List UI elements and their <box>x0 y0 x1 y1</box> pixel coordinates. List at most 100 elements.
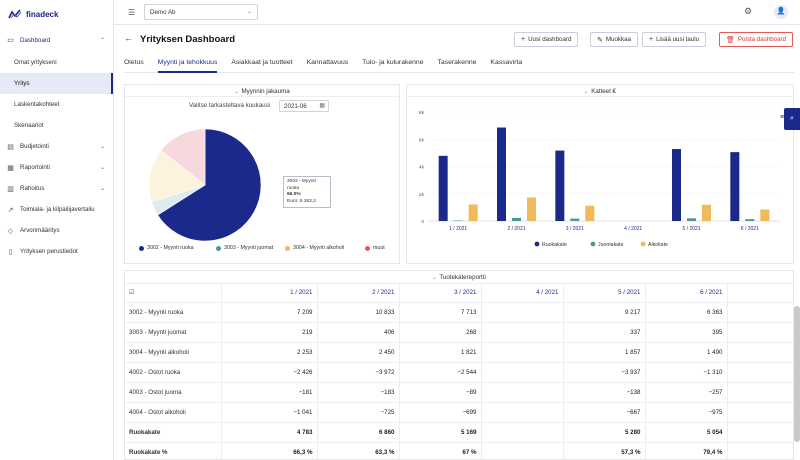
edit-button[interactable]: ✎ Muokkaa <box>590 32 638 47</box>
table-cell: 337 <box>563 322 646 343</box>
chevron-down-icon: ⌄ <box>234 89 239 95</box>
legend-item[interactable]: 3004 - Myynti alkoholi <box>285 245 344 251</box>
table-cell: 5 280 <box>563 422 646 443</box>
tab-kassavirta[interactable]: Kassavirta <box>490 59 523 66</box>
bar[interactable] <box>745 219 755 221</box>
legend-item[interactable]: Alkokate <box>640 241 668 248</box>
table-row[interactable]: 4002 - Ostot ruoka −2 426 −3 972 −2 544 −3 9… <box>125 362 793 383</box>
table-row[interactable]: 4004 - Ostot alkoholi −1 041 −725 −699 −667−… <box>125 402 793 423</box>
new-dashboard-button[interactable]: + Uusi dashboard <box>514 32 579 47</box>
pie-slice[interactable] <box>148 150 206 203</box>
legend-item[interactable]: Ruokakate <box>534 241 567 248</box>
company-select[interactable]: Demo Ab ⌄ <box>144 4 258 20</box>
pie-slice[interactable] <box>160 128 206 186</box>
column-header[interactable]: 4 / 2021 <box>481 284 564 303</box>
logo[interactable]: finadeck <box>0 0 113 28</box>
panel-title: Myynnin jakauma <box>241 88 290 95</box>
column-header[interactable]: 5 / 2021 <box>563 284 646 303</box>
sidebar-item-omat-yritykseni[interactable]: Omat yritykseni <box>0 52 113 73</box>
bar[interactable] <box>672 149 681 221</box>
tab-myynti-ja-tehokkuus[interactable]: Myynti ja tehokkuus <box>157 57 218 73</box>
search-icon[interactable]: ⌕ <box>784 108 800 130</box>
bar[interactable] <box>468 204 478 221</box>
column-header[interactable]: 3 / 2021 <box>399 284 482 303</box>
panel-header[interactable]: ⌄ Katteet € <box>407 85 793 97</box>
panel-title: Katteet € <box>591 88 616 95</box>
month-input[interactable]: 2021-06 ▦ <box>279 100 329 112</box>
bar[interactable] <box>555 150 565 221</box>
sidebar-item-arvonmaaritys[interactable]: ◇ Arvonmääritys <box>0 220 113 241</box>
tooltip-value: Euro: 6 363,3 <box>287 198 316 204</box>
table-row[interactable]: Ruokakate % 66,3 % 63,3 % 67 % 57,3 % 79,4 % <box>125 442 793 459</box>
pie-slice[interactable] <box>157 128 262 242</box>
add-table-button[interactable]: + Lisää uusi taulu <box>642 32 707 47</box>
bar[interactable] <box>585 205 595 221</box>
legend-item[interactable]: 3002 - Myynti ruoka <box>139 245 194 251</box>
sidebar-item-rahoitus[interactable]: ▥ Rahoitus ⌄ <box>0 178 113 199</box>
tab-taserakenne[interactable]: Taserakenne <box>437 59 477 66</box>
bar[interactable] <box>438 155 448 221</box>
avatar[interactable]: 👤 <box>774 5 788 19</box>
table-cell: −667 <box>563 402 646 423</box>
report-header[interactable]: ⌄ Tuotekatereportti <box>125 271 793 284</box>
sidebar-item-budjetointi[interactable]: ▤ Budjetointi ⌄ <box>0 136 113 157</box>
pie-chart <box>148 128 262 242</box>
sidebar-item-perustiedot[interactable]: ▯ Yrityksen perustiedot <box>0 241 113 262</box>
column-toggle-icon[interactable]: ☑ <box>125 284 222 303</box>
table-row[interactable]: 3003 - Myynti juomat 219 406 268 337 395 <box>125 322 793 343</box>
panel-header[interactable]: ⌄ Myynnin jakauma <box>125 85 399 97</box>
bar[interactable] <box>497 127 506 221</box>
menu-icon[interactable]: ☰ <box>128 8 136 17</box>
gear-icon[interactable]: ⚙ <box>744 6 753 16</box>
bar[interactable] <box>453 220 463 221</box>
table-cell <box>481 322 564 343</box>
table-cell: −975 <box>645 402 728 423</box>
delete-dashboard-button[interactable]: 🗑 Poista dashboard <box>719 32 794 47</box>
table-cell: 5 169 <box>399 422 482 443</box>
bar[interactable] <box>512 217 521 221</box>
column-header[interactable]: 2 / 2021 <box>317 284 400 303</box>
tab-oletus[interactable]: Oletus <box>124 59 144 66</box>
bar[interactable] <box>570 218 580 221</box>
sidebar-item-skenaariot[interactable]: Skenaariot <box>0 115 113 136</box>
column-header[interactable]: 1 / 2021 <box>221 284 318 303</box>
bar[interactable] <box>527 197 536 221</box>
x-tick-label: 4 / 2021 <box>624 226 642 232</box>
table-cell: 1 821 <box>399 342 482 363</box>
chevron-down-icon: ⌄ <box>432 275 437 281</box>
back-arrow-icon[interactable]: ← <box>124 33 133 43</box>
table-row[interactable]: 3004 - Myynti alkoholi 2 253 2 450 1 821 1 8… <box>125 342 793 363</box>
bar[interactable] <box>687 218 696 221</box>
legend-item[interactable]: 3003 - Myynti juomat <box>216 245 273 251</box>
list-icon[interactable]: ≡ <box>780 114 785 121</box>
legend-item[interactable]: Juomakate <box>590 241 624 248</box>
table-cell <box>481 342 564 363</box>
table-cell <box>481 442 564 459</box>
budget-icon: ▤ <box>7 143 14 151</box>
company-select-value: Demo Ab <box>150 9 176 16</box>
table-cell: −257 <box>645 382 728 403</box>
legend-item[interactable]: muut <box>365 245 385 251</box>
sidebar-item-dashboard[interactable]: ▭ Dashboard ⌃ <box>0 28 113 52</box>
sidebar-item-raportointi[interactable]: ▦ Raportointi ⌄ <box>0 157 113 178</box>
sidebar-item-yritys[interactable]: Yritys <box>0 73 113 94</box>
scrollbar[interactable] <box>794 306 800 442</box>
tab-kannattavuus[interactable]: Kannattavuus <box>306 59 349 66</box>
sidebar-item-laskentakohteet[interactable]: Laskentakohteet <box>0 94 113 115</box>
column-header[interactable]: 6 / 2021 <box>645 284 728 303</box>
finadeck-logo-icon <box>8 9 22 19</box>
table-row[interactable]: 3002 - Myynti ruoka 7 209 10 833 7 713 9 217… <box>125 302 793 323</box>
sidebar-item-toimialavertailu[interactable]: ↗ Toimiala- ja kilpailijavertailu <box>0 199 113 220</box>
bar[interactable] <box>702 204 711 221</box>
calendar-icon: ▦ <box>319 103 325 109</box>
bar[interactable] <box>760 209 770 221</box>
tab-tulo-ja-kulurakenne[interactable]: Tulo- ja kulurakenne <box>362 59 424 66</box>
table-cell: 395 <box>645 322 728 343</box>
table-row[interactable]: Ruokakate 4 783 6 860 5 169 5 280 5 054 <box>125 422 793 443</box>
table-cell <box>481 422 564 443</box>
edit-label: Muokkaa <box>605 36 631 43</box>
bar[interactable] <box>730 152 740 221</box>
tab-asiakkaat-ja-tuotteet[interactable]: Asiakkaat ja tuotteet <box>231 59 293 66</box>
table-row[interactable]: 4003 - Ostot juoma −181 −183 −89 −138 −257 <box>125 382 793 403</box>
sidebar-item-label: Budjetointi <box>20 143 49 150</box>
